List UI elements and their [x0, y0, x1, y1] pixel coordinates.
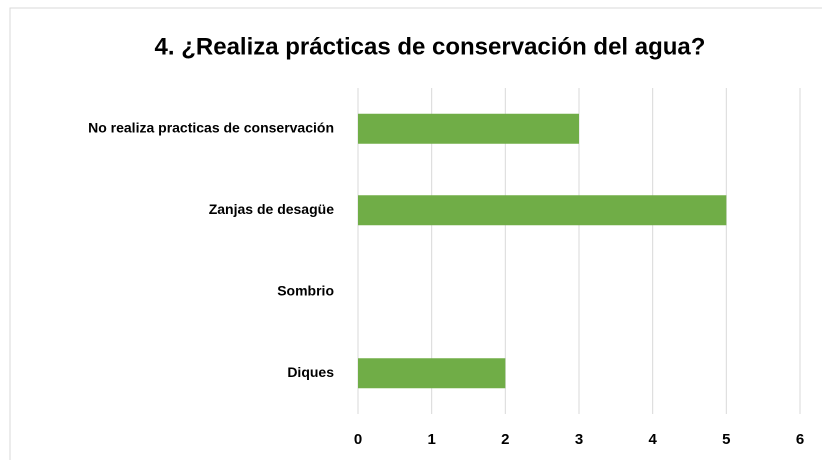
x-tick-label: 4 [648, 431, 657, 448]
y-tick-label: Diques [287, 364, 334, 380]
bar [358, 195, 727, 226]
x-tick-label: 6 [796, 431, 804, 448]
bar [358, 113, 579, 144]
x-tick-label: 0 [354, 431, 362, 448]
y-tick-label: Sombrio [277, 282, 334, 298]
x-tick-label: 1 [427, 431, 435, 448]
x-tick-label: 5 [722, 431, 730, 448]
x-tick-label: 3 [575, 431, 583, 448]
chart-border [9, 7, 822, 460]
bar [358, 358, 506, 389]
y-tick-label: Zanjas de desagüe [209, 201, 334, 217]
y-tick-label: No realiza practicas de conservación [88, 119, 334, 135]
x-tick-label: 2 [501, 431, 509, 448]
chart-title: 4. ¿Realiza prácticas de conservación de… [155, 33, 706, 60]
